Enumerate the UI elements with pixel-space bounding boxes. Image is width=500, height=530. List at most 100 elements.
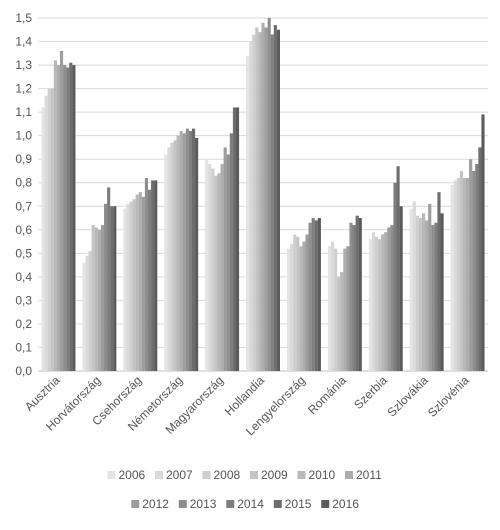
bar-2011-Szerbia (384, 232, 388, 371)
legend-swatch (107, 471, 116, 479)
bar-2006-Románia (327, 246, 331, 371)
legend: 2006 2007 2008 2009 2010 2011 2012 2013 2014 2015… (107, 468, 382, 511)
bar-2009-Szlovénia (459, 170, 463, 371)
bar-2006-Szlovénia (450, 185, 454, 371)
legend-item: 2006 (107, 468, 146, 482)
bar-2016-Szerbia (399, 206, 403, 371)
legend-label: 2011 (356, 468, 382, 482)
legend-item: 2016 (321, 497, 359, 511)
y-tick-label: 0,9 (15, 152, 32, 166)
legend-item: 2013 (178, 497, 217, 511)
bar-2010-Lengyelország (299, 246, 303, 371)
bar-2008-Ausztria (47, 88, 51, 371)
bar-2008-Hollandia (252, 34, 256, 372)
bar-2009-Horvátország (91, 225, 95, 371)
legend-item: 2015 (273, 497, 312, 511)
bar-2010-Horvátország (94, 227, 98, 371)
bar-2011-Csehország (138, 192, 142, 371)
bar-2010-Magyarország (217, 173, 221, 371)
y-tick-label: 0,8 (15, 176, 32, 190)
bar-2016-Lengyelország (317, 218, 321, 371)
bar-2009-Szlovákia (418, 218, 423, 371)
y-tick-label: 1,2 (15, 82, 32, 96)
bar-2009-Szerbia (378, 239, 382, 371)
bar-2008-Németország (170, 142, 174, 371)
bar-2010-Szlovénia (462, 178, 467, 371)
legend-item: 2007 (155, 468, 193, 482)
legend-item: 2009 (250, 468, 288, 482)
bar-2012-Szerbia (387, 227, 391, 371)
bar-2014-Szlovákia (434, 222, 438, 371)
legend-swatch (297, 471, 306, 479)
bar-2015-Ausztria (69, 62, 73, 372)
legend-swatch (273, 500, 282, 508)
bar-2012-Lengyelország (305, 234, 309, 371)
bar-2011-Szlovénia (466, 178, 470, 371)
bar-2006-Lengyelország (286, 248, 291, 371)
bar-2007-Ausztria (44, 95, 48, 371)
legend-label: 2007 (166, 468, 193, 482)
y-tick-label: 1,5 (15, 11, 32, 25)
legend-swatch (321, 500, 330, 508)
bar-2008-Magyarország (211, 168, 215, 371)
x-axis-labels: AusztriaHorvátországCsehországNémetorszá… (22, 373, 472, 438)
bar-2014-Románia (352, 225, 356, 371)
bar-2013-Németország (185, 128, 189, 371)
y-tick-label: 1,4 (15, 35, 32, 49)
bar-2011-Ausztria (56, 65, 61, 372)
bar-2007-Szerbia (371, 232, 375, 371)
bar-2007-Magyarország (208, 163, 212, 371)
y-tick-label: 0,0 (15, 364, 32, 378)
legend-label: 2009 (261, 468, 288, 482)
y-tick-label: 0,4 (15, 270, 32, 284)
y-tick-label: 1,0 (15, 129, 32, 143)
bar-2007-Horvátország (85, 255, 89, 371)
legend-swatch (202, 471, 211, 479)
bar-2011-Románia (343, 248, 347, 371)
bar-2014-Csehország (147, 189, 152, 371)
bar-2010-Szerbia (381, 234, 385, 371)
x-category-label: Szlovénia (425, 373, 472, 420)
x-category-label: Románia (305, 373, 349, 417)
bar-2008-Lengyelország (293, 234, 297, 371)
bar-2011-Szlovákia (425, 220, 429, 371)
y-tick-label: 0,2 (15, 317, 32, 331)
bar-2009-Hollandia (255, 27, 259, 372)
legend-item: 2008 (202, 468, 241, 482)
legend-item: 2014 (226, 497, 264, 511)
bar-2016-Hollandia (276, 29, 281, 372)
legend-label: 2013 (190, 497, 217, 511)
bar-2015-Szlovákia (437, 192, 441, 371)
y-tick-label: 1,3 (15, 58, 32, 72)
bar-2011-Magyarország (220, 163, 224, 371)
bar-2010-Hollandia (258, 32, 262, 372)
bar-2016-Csehország (154, 180, 158, 371)
y-tick-label: 1,1 (15, 105, 32, 119)
bar-2014-Ausztria (66, 67, 70, 372)
bar-2013-Lengyelország (308, 222, 312, 371)
bar-2012-Ausztria (59, 50, 64, 372)
bar-2013-Hollandia (267, 18, 271, 371)
legend-label: 2006 (119, 468, 146, 482)
bar-2007-Németország (167, 147, 171, 371)
bar-2012-Horvátország (100, 225, 105, 371)
bar-2009-Németország (173, 140, 177, 371)
legend-swatch (226, 500, 235, 508)
bar-2006-Szerbia (368, 239, 372, 371)
bar-2015-Szerbia (396, 166, 400, 371)
bar-2006-Horvátország (82, 262, 86, 371)
legend-label: 2016 (332, 497, 359, 511)
bar-2014-Szerbia (393, 182, 397, 371)
bar-2012-Csehország (141, 196, 145, 371)
bar-2015-Németország (191, 128, 196, 371)
bar-2013-Horvátország (103, 203, 108, 371)
legend-item: 2012 (131, 497, 169, 511)
bar-2016-Magyarország (235, 107, 240, 371)
bar-2013-Szlovénia (472, 170, 476, 371)
bar-2015-Lengyelország (314, 220, 318, 371)
bar-2008-Szerbia (374, 236, 379, 371)
bar-2016-Románia (358, 218, 362, 371)
bar-2014-Magyarország (229, 133, 233, 371)
bar-2010-Csehország (135, 194, 139, 371)
bar-2008-Szlovénia (456, 178, 460, 371)
